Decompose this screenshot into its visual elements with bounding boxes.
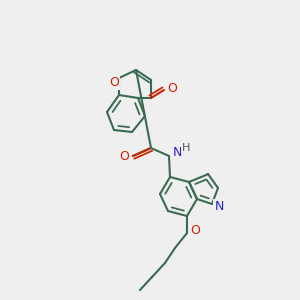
Text: O: O [190, 224, 200, 236]
Text: O: O [109, 76, 119, 88]
Text: N: N [214, 200, 224, 214]
Text: H: H [182, 143, 190, 153]
Text: O: O [119, 149, 129, 163]
Text: N: N [172, 146, 182, 158]
Text: O: O [167, 82, 177, 94]
